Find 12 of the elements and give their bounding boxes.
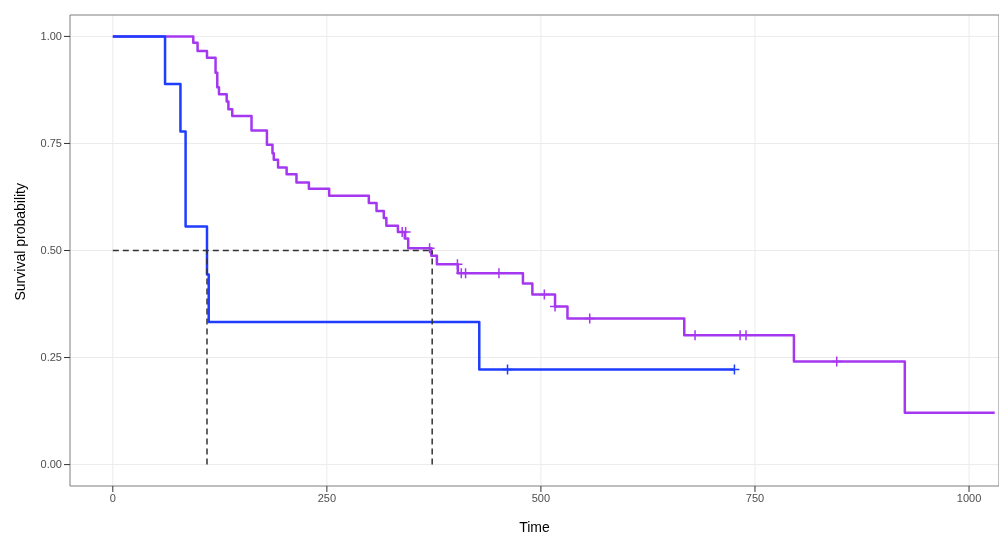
x-tick-label: 500: [531, 491, 551, 504]
x-tick-label: 250: [317, 491, 337, 504]
y-tick-label: 0.00: [40, 458, 62, 471]
x-axis-title: Time: [519, 519, 551, 535]
x-tick-label: 1000: [956, 491, 982, 504]
x-tick-label: 0: [109, 491, 116, 504]
y-tick-label: 0.25: [40, 351, 62, 364]
y-axis-title: Survival probability: [11, 183, 28, 301]
x-tick-label: 750: [745, 491, 765, 504]
y-tick-label: 0.50: [40, 244, 62, 257]
y-tick-label: 1.00: [40, 30, 62, 43]
y-tick-label: 0.75: [40, 137, 62, 150]
